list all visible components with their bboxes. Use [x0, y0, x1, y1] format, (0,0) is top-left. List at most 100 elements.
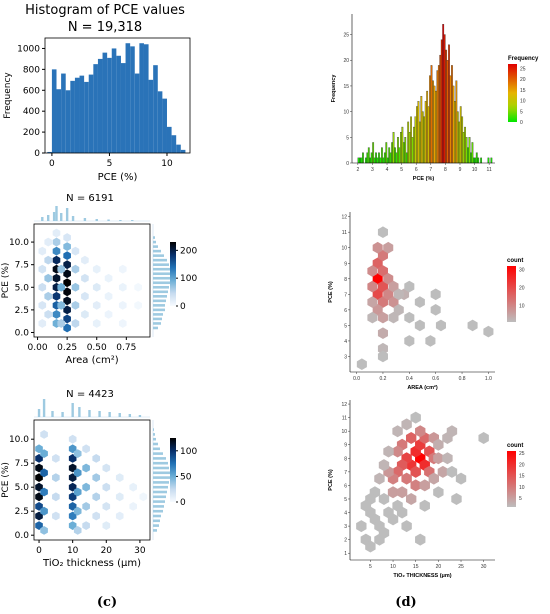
top-marginal-bar — [42, 399, 46, 417]
hexbin-cell — [377, 342, 388, 355]
hexbin-cell — [102, 463, 111, 473]
x-tick-label: 4 — [386, 167, 389, 173]
hexbin-cell — [82, 521, 90, 530]
hexbin-cell — [433, 452, 444, 465]
histogram-bar — [410, 116, 412, 164]
histogram-bar — [455, 80, 458, 164]
hexbin-cell — [104, 273, 113, 283]
x-axis-label: AREA (cm²) — [407, 384, 438, 391]
y-tick-label: 1 — [344, 551, 347, 557]
hexbin-cell — [40, 506, 48, 516]
hexbin-cell — [52, 273, 61, 283]
hexbin-cell — [52, 492, 60, 502]
hexbin-cell — [383, 241, 394, 254]
hexbin-cell — [71, 319, 80, 328]
histogram-bar — [93, 64, 98, 153]
histogram-bar — [446, 60, 449, 164]
histogram-bar — [417, 101, 420, 164]
hexbin-cell — [419, 499, 430, 512]
hexbin-cell — [415, 425, 426, 438]
hexbin-cell — [467, 319, 478, 332]
legend-tick-label: 15 — [519, 474, 525, 480]
c3-subtitle: N = 4423 — [66, 389, 114, 400]
colorbar-tick-label: 50 — [180, 472, 192, 482]
hexbin-cell — [102, 521, 111, 530]
hexbin-cell — [71, 264, 80, 274]
hexbin-cell — [377, 226, 388, 238]
histogram-bar — [84, 81, 89, 153]
right-marginal-bar — [153, 524, 159, 527]
hexbin-cell — [63, 314, 71, 324]
histogram-bar — [74, 77, 80, 153]
histogram-bar — [139, 43, 144, 153]
x-tick-label: 1.0 — [485, 376, 492, 382]
hexbin-cell — [63, 269, 71, 279]
hexbin-cell — [92, 264, 101, 274]
histogram-bar — [411, 137, 414, 164]
histogram-bar — [407, 121, 410, 164]
histogram-bar — [456, 111, 459, 164]
x-tick-label: 0 — [49, 159, 55, 169]
histogram-bar — [449, 75, 452, 164]
hexbin-cell — [414, 319, 425, 332]
colorbar-tick-label: 0 — [180, 498, 186, 508]
legend-tick-label: 10 — [520, 99, 526, 105]
hexbin-cell — [68, 434, 77, 444]
hexbin-cell — [73, 506, 82, 516]
x-tick-label: 0.2 — [379, 376, 386, 382]
histogram-bar — [359, 157, 361, 164]
x-tick-label: 10 — [67, 546, 79, 556]
right-marginal-bar — [153, 245, 158, 248]
hexbin-cell — [71, 300, 80, 310]
y-tick-label: 7 — [344, 470, 347, 476]
histogram-bar — [452, 85, 455, 164]
hexbin-cell — [57, 282, 66, 292]
hexbin-cell — [63, 242, 71, 251]
top-marginal-bar — [118, 413, 121, 417]
histogram-bar — [157, 91, 163, 153]
y-tick-label: 3 — [344, 524, 347, 530]
y-tick-label: 15 — [343, 84, 349, 90]
legend-title: count — [507, 258, 523, 264]
histogram-bar — [369, 157, 372, 164]
y-tick-label: 600 — [23, 86, 40, 96]
hexbin-cell — [356, 358, 367, 371]
hexbin-cell — [52, 473, 60, 482]
y-tick-label: 11 — [342, 230, 347, 236]
hexbin-cell — [82, 463, 90, 473]
histogram-bar — [372, 142, 375, 164]
hexbin-cell — [383, 288, 394, 301]
histogram-bar — [364, 157, 367, 164]
y-tick-label: 5 — [344, 497, 347, 503]
legend-tick-label: 10 — [519, 304, 525, 310]
y-tick-label: 5 — [344, 323, 347, 329]
hexbin-cell — [35, 492, 43, 502]
histogram-bar — [116, 55, 121, 153]
histogram-bar — [378, 152, 380, 164]
hexbin-cell — [478, 431, 489, 444]
histogram-bar — [453, 101, 456, 164]
histogram-bar — [357, 157, 360, 164]
hexbin-cell — [52, 246, 61, 256]
top-marginal-bar — [107, 219, 110, 221]
histogram-bar — [470, 152, 472, 164]
histogram-bar — [421, 111, 424, 164]
histogram-bar — [448, 44, 450, 164]
histogram-bar — [467, 147, 469, 164]
hexbin-cell — [383, 506, 394, 519]
hexbin-cell — [68, 502, 77, 511]
y-tick-label: 5 — [346, 135, 349, 141]
x-tick-label: 2 — [356, 167, 359, 173]
hexbin-cell — [68, 454, 77, 463]
hexbin-cell — [377, 280, 388, 293]
right-marginal-bar — [153, 471, 170, 475]
histogram-bar — [471, 142, 474, 164]
hexbin-cell — [38, 246, 47, 256]
y-tick-label: 800 — [23, 65, 40, 75]
hexbin-cell — [435, 319, 446, 332]
hexbin-cell — [377, 350, 388, 363]
hexbin-cell — [393, 304, 404, 316]
right-marginal-bar — [153, 452, 163, 455]
y-tick-label: 3 — [344, 354, 347, 360]
